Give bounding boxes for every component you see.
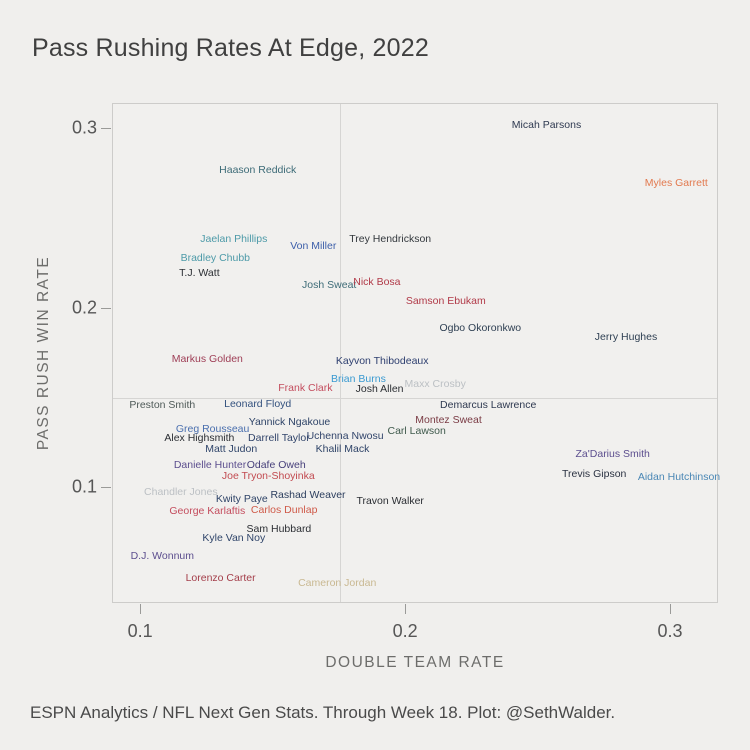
player-label: Myles Garrett [644, 176, 708, 189]
player-label: Ogbo Okoronkwo [439, 321, 522, 334]
player-label: Frank Clark [278, 381, 333, 394]
player-label: Matt Judon [205, 442, 258, 455]
y-tick-label: 0.1 [71, 476, 97, 497]
player-label: Jerry Hughes [594, 330, 658, 343]
player-label: Kyle Van Noy [202, 532, 266, 545]
player-label: Trevis Gipson [561, 467, 627, 480]
y-axis-title: PASS RUSH WIN RATE [35, 255, 52, 451]
player-label: Trey Hendrickson [349, 232, 432, 245]
player-label: Chandler Jones [144, 485, 218, 498]
reference-line-vertical [339, 104, 341, 602]
player-label: Carl Lawson [387, 424, 446, 437]
player-label: Leonard Floyd [224, 397, 292, 410]
y-tick-mark [101, 487, 111, 488]
source-caption: ESPN Analytics / NFL Next Gen Stats. Thr… [30, 703, 616, 722]
player-label: Carlos Dunlap [250, 503, 318, 516]
player-label: Markus Golden [171, 352, 243, 365]
player-label: Sam Hubbard [246, 523, 312, 536]
x-tick-label: 0.2 [392, 621, 418, 641]
player-label: Micah Parsons [511, 119, 582, 132]
player-label: Darrell Taylor [248, 431, 310, 444]
player-label: Von Miller [290, 239, 337, 252]
player-label: Josh Sweat [302, 278, 357, 291]
player-label: Yannick Ngakoue [248, 415, 331, 428]
x-tick-mark [405, 604, 407, 614]
x-tick-mark [140, 604, 142, 614]
chart-title: Pass Rushing Rates At Edge, 2022 [32, 34, 429, 62]
player-label: Bradley Chubb [180, 251, 251, 264]
x-tick-label: 0.1 [127, 621, 153, 641]
player-label: Nick Bosa [353, 275, 401, 288]
player-label: Samson Ebukam [405, 295, 486, 308]
x-axis-title: DOUBLE TEAM RATE [325, 654, 505, 671]
player-label: Josh Allen [355, 383, 404, 396]
y-tick-mark [101, 128, 111, 129]
player-label: Joe Tryon-Shoyinka [221, 469, 315, 482]
player-label: Alex Highsmith [164, 431, 235, 444]
player-label: Travon Walker [356, 494, 424, 507]
player-label: T.J. Watt [179, 266, 220, 279]
player-label: George Karlaftis [169, 505, 246, 518]
player-label: Haason Reddick [219, 163, 297, 176]
plot-area: Micah Parsons Myles Garrett Haason Reddick… [112, 103, 721, 603]
player-label: Odafe Oweh [246, 458, 306, 471]
y-tick-mark [101, 307, 111, 309]
player-label: Maxx Crosby [404, 377, 466, 390]
player-label: Montez Sweat [415, 413, 482, 426]
player-label: Greg Rousseau [175, 422, 250, 435]
y-tick-label: 0.3 [71, 117, 97, 138]
reference-line-horizontal [113, 398, 717, 400]
x-tick-mark [670, 604, 671, 614]
player-label: Brian Burns [330, 372, 386, 385]
player-label: Kwity Paye [215, 492, 268, 505]
player-label: Aidan Hutchinson [637, 470, 721, 483]
y-tick-label: 0.2 [71, 297, 97, 317]
player-label: Kayvon Thibodeaux [335, 354, 429, 367]
player-label: Demarcus Lawrence [440, 399, 537, 412]
player-label: Rashad Weaver [270, 488, 346, 501]
player-label: D.J. Wonnum [130, 549, 195, 562]
player-label: Za'Darius Smith [575, 447, 650, 460]
player-label: Preston Smith [129, 399, 196, 412]
player-label: Khalil Mack [315, 442, 370, 455]
player-label: Uchenna Nwosu [306, 429, 384, 442]
player-label: Jaelan Phillips [200, 232, 268, 245]
player-label: Cameron Jordan [298, 576, 377, 589]
player-label: Lorenzo Carter [185, 571, 256, 584]
player-label: Danielle Hunter [173, 458, 247, 471]
x-tick-label: 0.3 [657, 621, 683, 641]
